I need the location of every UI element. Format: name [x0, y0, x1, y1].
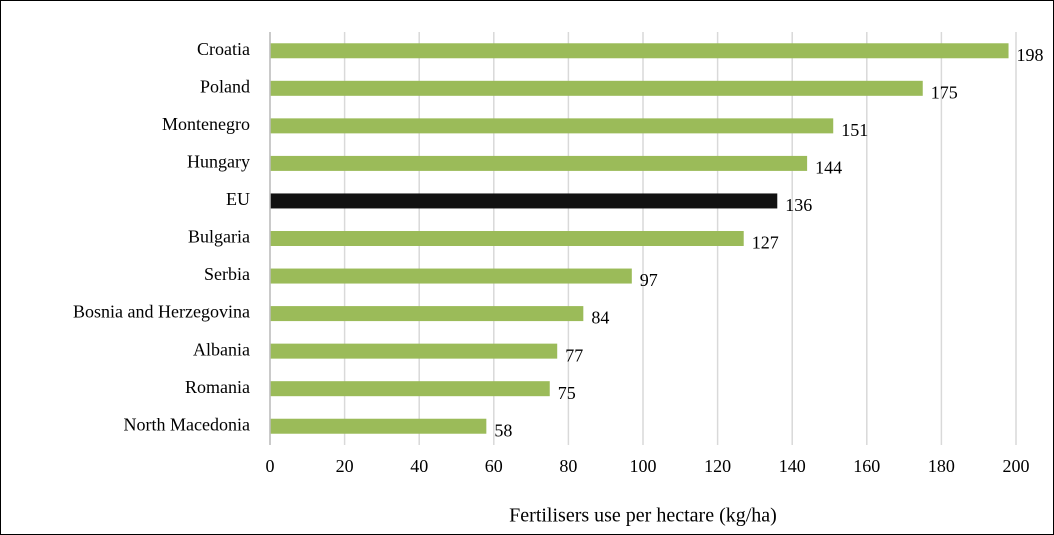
data-label: 136: [785, 195, 812, 215]
x-tick-label: 180: [928, 456, 955, 476]
bar: [270, 418, 487, 434]
data-label: 127: [752, 233, 779, 253]
bar: [270, 43, 1009, 59]
y-tick-label: Romania: [185, 377, 250, 397]
bar: [270, 155, 808, 171]
x-tick-label: 100: [630, 456, 657, 476]
x-tick-label: 80: [559, 456, 577, 476]
data-label: 144: [815, 158, 842, 178]
data-label: 175: [931, 82, 958, 102]
bar: [270, 118, 834, 134]
data-label: 97: [640, 270, 658, 290]
y-tick-label: Croatia: [197, 39, 250, 59]
data-label: 151: [841, 120, 868, 140]
y-tick-label: Bosnia and Herzegovina: [73, 302, 250, 322]
bar: [270, 306, 584, 322]
x-tick-label: 140: [779, 456, 806, 476]
bar: [270, 268, 632, 284]
x-tick-label: 20: [336, 456, 354, 476]
x-tick-label: 60: [485, 456, 503, 476]
data-label: 84: [591, 308, 609, 328]
y-tick-label: Montenegro: [162, 114, 250, 134]
bar: [270, 231, 744, 246]
y-tick-label: North Macedonia: [124, 414, 250, 434]
y-tick-label: Albania: [193, 339, 250, 359]
y-tick-label: Poland: [200, 76, 250, 96]
data-label: 58: [494, 420, 512, 440]
x-tick-label: 0: [266, 456, 275, 476]
x-tick-label: 160: [853, 456, 880, 476]
bar: [270, 343, 558, 359]
y-tick-label: Bulgaria: [188, 227, 250, 247]
data-label: 77: [565, 345, 583, 365]
data-label: 198: [1017, 45, 1044, 65]
x-tick-label: 40: [410, 456, 428, 476]
y-tick-label: Serbia: [204, 264, 250, 284]
x-tick-label: 200: [1003, 456, 1030, 476]
y-tick-label: EU: [226, 189, 250, 209]
bar: [270, 80, 923, 96]
data-label: 75: [558, 383, 576, 403]
y-tick-label: Hungary: [187, 152, 250, 172]
bar: [270, 381, 550, 397]
x-axis-label: Fertilisers use per hectare (kg/ha): [509, 505, 777, 527]
x-tick-label: 120: [704, 456, 731, 476]
bar: [270, 193, 778, 209]
